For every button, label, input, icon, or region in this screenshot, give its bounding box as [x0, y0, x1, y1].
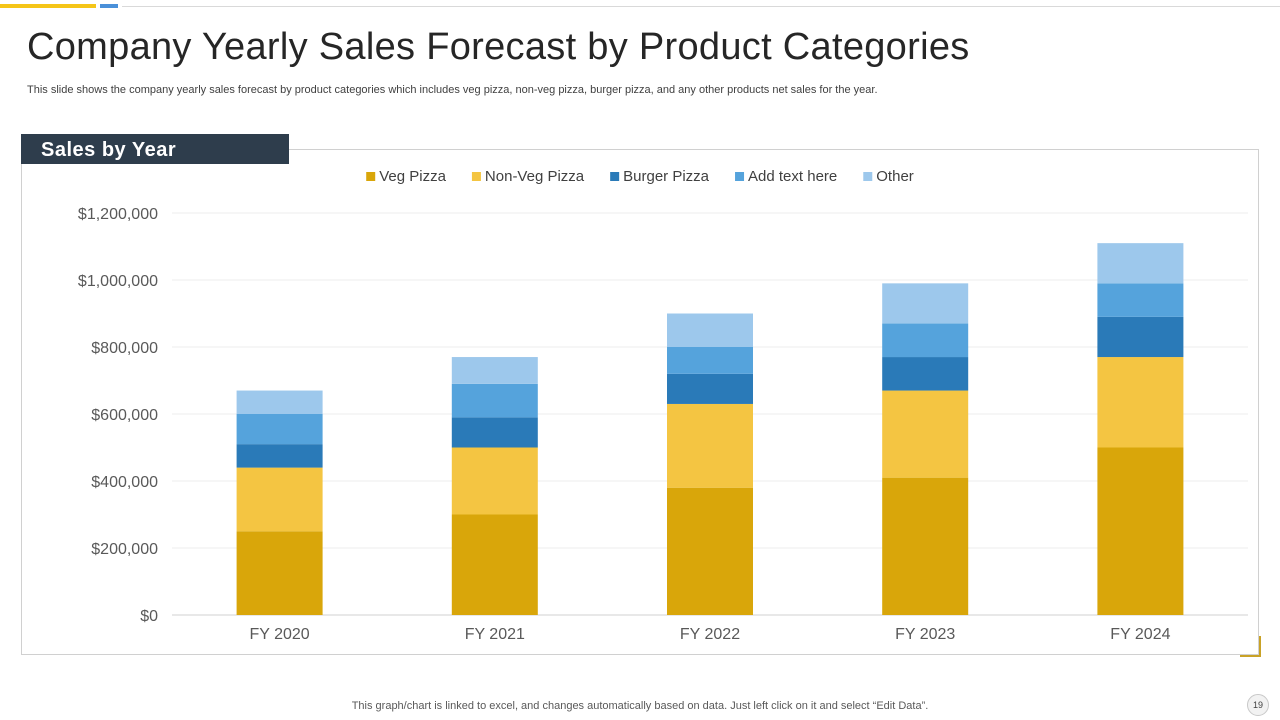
bar-segment[interactable] [667, 487, 753, 615]
legend-item: Add text here [735, 168, 837, 185]
legend: Veg Pizza Non-Veg Pizza Burger Pizza Add te… [366, 168, 914, 185]
bar-segment[interactable] [236, 390, 323, 414]
bar-segment[interactable] [1097, 283, 1184, 317]
bar-segment[interactable] [882, 323, 969, 358]
bar-segment[interactable] [236, 414, 323, 445]
legend-item: Other [863, 168, 914, 185]
legend-label: Burger Pizza [623, 168, 710, 185]
bar-segment[interactable] [667, 373, 753, 404]
bar-segment[interactable] [451, 447, 538, 515]
bar-segment[interactable] [1097, 316, 1184, 358]
y-tick-label: $1,000,000 [78, 273, 158, 290]
section-header: Sales by Year [21, 134, 289, 164]
legend-label: Veg Pizza [379, 168, 446, 185]
slide-title: Company Yearly Sales Forecast by Product… [27, 26, 970, 68]
y-tick-label: $600,000 [91, 407, 158, 424]
legend-item: Veg Pizza [366, 168, 447, 185]
corner-mark [1240, 636, 1261, 657]
bar-segment[interactable] [451, 357, 538, 384]
accent-bar-yellow [0, 4, 96, 8]
legend-swatch [471, 172, 481, 181]
x-tick-label: FY 2022 [680, 626, 740, 643]
x-tick-label: FY 2024 [1110, 626, 1170, 643]
x-tick-label: FY 2020 [249, 626, 309, 643]
bar-segment[interactable] [1097, 357, 1184, 448]
accent-bar-blue [100, 4, 118, 8]
bar-segment[interactable] [1097, 447, 1184, 616]
bar-segment[interactable] [236, 467, 323, 532]
bar-segment[interactable] [236, 531, 323, 615]
x-axis-ticks: FY 2020 FY 2021 FY 2022 FY 2023 FY 2024 [249, 626, 1170, 643]
x-tick-label: FY 2023 [895, 626, 955, 643]
bar-segment[interactable] [236, 444, 323, 468]
bar-segment[interactable] [667, 313, 753, 348]
x-tick-label: FY 2021 [465, 626, 525, 643]
legend-item: Non-Veg Pizza [471, 168, 585, 185]
bar-segment[interactable] [451, 417, 538, 448]
bar-segment[interactable] [882, 357, 969, 391]
bars[interactable] [236, 243, 1184, 616]
legend-swatch [735, 172, 745, 181]
y-tick-label: $800,000 [91, 340, 158, 357]
legend-label: Non-Veg Pizza [485, 168, 585, 185]
y-tick-label: $200,000 [91, 541, 158, 558]
legend-label: Other [876, 168, 914, 185]
legend-item: Burger Pizza [610, 168, 710, 185]
legend-swatch [863, 172, 873, 181]
bar-segment[interactable] [882, 283, 969, 324]
bar-segment[interactable] [1097, 243, 1184, 284]
top-rule [122, 6, 1280, 7]
page-number: 19 [1247, 694, 1269, 716]
legend-label: Add text here [748, 168, 837, 185]
y-tick-label: $1,200,000 [78, 206, 158, 223]
slide-subtitle: This slide shows the company yearly sale… [27, 84, 878, 96]
legend-swatch [366, 172, 376, 181]
bar-segment[interactable] [451, 383, 538, 418]
footer-note: This graph/chart is linked to excel, and… [351, 700, 929, 712]
legend-swatch [610, 172, 620, 181]
y-tick-label: $400,000 [91, 474, 158, 491]
bar-segment[interactable] [882, 390, 969, 478]
bar-segment[interactable] [667, 347, 753, 374]
y-tick-label: $0 [140, 608, 158, 625]
bar-segment[interactable] [451, 514, 538, 616]
y-axis-ticks: $0 $200,000 $400,000 $600,000 $800,000 $1,000… [78, 206, 158, 625]
chart-frame[interactable] [21, 149, 1259, 655]
bar-segment[interactable] [882, 477, 969, 615]
bar-segment[interactable] [667, 403, 753, 488]
